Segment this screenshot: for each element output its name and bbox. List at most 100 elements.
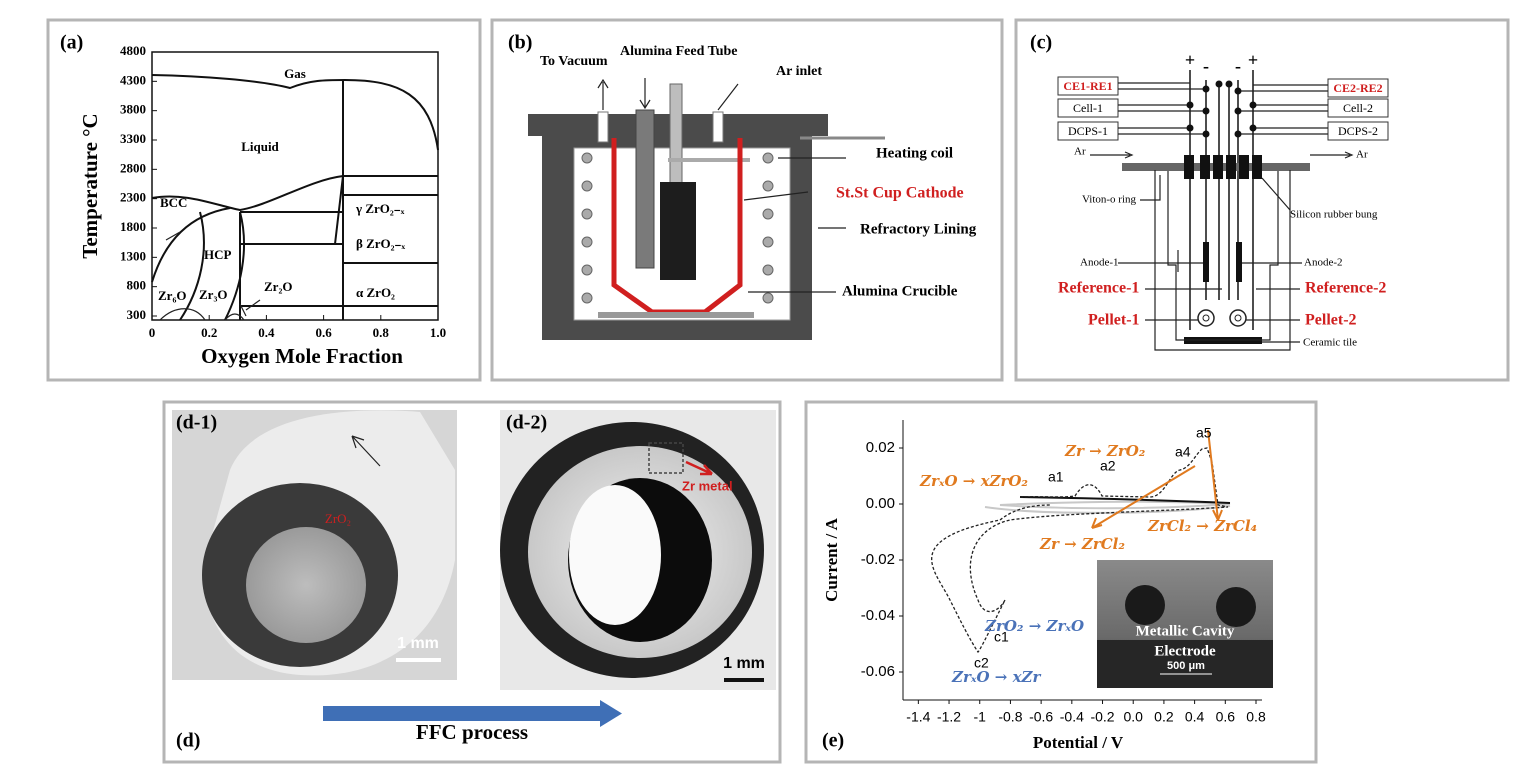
shape: [1057, 76, 1389, 141]
shape: To Vacuum Alumina Feed Tube Ar inlet Hea…: [540, 44, 977, 299]
coil: [762, 208, 774, 220]
region-label: BCC: [160, 195, 187, 210]
y-tick-label: -0.02: [861, 551, 895, 568]
inset-label: Electrode: [1154, 643, 1216, 659]
y-axis-label: Temperature °C: [78, 113, 102, 258]
region-label: Zr₂O: [264, 279, 292, 294]
callout: Pellet-1: [1088, 312, 1140, 329]
y-tick-label: -0.06: [861, 663, 895, 680]
x-tick-label: 0.6: [315, 325, 332, 340]
annotation: ZrCl₂ → ZrCl₄: [1147, 517, 1257, 535]
anode: [1236, 242, 1242, 282]
x-tick-label: -0.6: [1029, 709, 1053, 725]
wire: [1118, 82, 1328, 135]
bung: [1213, 155, 1223, 179]
polarity: +: [1185, 50, 1195, 70]
panel-d: (d-1) (d-2) (d) ZrO₂ Zr metal 1 mm 1 mm …: [162, 400, 782, 764]
arrow: [685, 460, 713, 476]
callout: Refractory Lining: [860, 221, 977, 237]
junction: [1202, 85, 1210, 93]
region-label: α ZrO₂: [356, 285, 395, 300]
cavity: [1216, 587, 1256, 627]
peak-label: a1: [1048, 469, 1064, 485]
phase-line: [151, 175, 344, 321]
vessel: [1154, 170, 1291, 351]
shape: Ar Ar Viton-o ring Silicon rubber bung A…: [1058, 146, 1386, 349]
junction: [1234, 130, 1242, 138]
coil: [762, 236, 774, 248]
cv-curve: [984, 500, 1231, 514]
y-tick-label: 300: [127, 307, 147, 322]
y-tick-label: 2800: [120, 160, 146, 175]
peak-label: c1: [994, 629, 1009, 645]
label-box: [1057, 121, 1119, 141]
y-tick-label: 0.00: [866, 495, 895, 512]
coil: [581, 180, 593, 192]
label-box: [1327, 98, 1389, 118]
pellet: [1234, 314, 1242, 322]
label-box: [1327, 121, 1389, 141]
crucible-base: [598, 312, 754, 318]
port: [597, 111, 609, 143]
cavity: [1125, 585, 1165, 625]
label-box: [1057, 98, 1119, 118]
callout: Zr metal: [682, 478, 733, 493]
callout: Viton-o ring: [1082, 194, 1137, 206]
region-label: Gas: [284, 66, 306, 81]
junction: [1249, 124, 1257, 132]
callout: Ar: [1356, 149, 1368, 161]
electrode: [660, 182, 696, 280]
y-tick-label: 4800: [120, 43, 146, 58]
arrow: [351, 435, 381, 467]
x-tick-label: 0.2: [1154, 709, 1174, 725]
label-box: [1057, 76, 1119, 96]
annotation: Zr → ZrO₂: [1064, 442, 1146, 460]
arrow: [1091, 429, 1223, 529]
junction: [1202, 107, 1210, 115]
panel-frame: [490, 18, 1004, 382]
box-text: Cell-1: [1073, 101, 1103, 115]
inset-electrode: [1097, 640, 1273, 688]
leader: [597, 78, 846, 293]
pellet: [1202, 314, 1210, 322]
box-text: CE2-RE2: [1333, 81, 1382, 95]
anode: [1203, 242, 1209, 282]
junction: [1186, 124, 1194, 132]
callout: Ar inlet: [776, 64, 822, 79]
panel-label: (e): [822, 730, 844, 752]
pellet: [1229, 309, 1247, 327]
coil: [581, 208, 593, 220]
callout: Ar: [1074, 146, 1086, 158]
panel-frame: [1014, 18, 1510, 382]
panel-frame: [162, 400, 782, 764]
x-tick-label: 1.0: [430, 325, 446, 340]
x-tick-label: -1: [974, 709, 987, 725]
panel-c: (c) + - - + CE1-RE1 Cell-1 DCPS-1 CE2-RE…: [1014, 18, 1510, 382]
panel-label: (c): [1030, 32, 1052, 54]
annotation: ZrO₂ → ZrₓO: [984, 617, 1084, 635]
y-tick-label: 3800: [120, 102, 146, 117]
y-tick-label: 800: [127, 278, 147, 293]
x-tick-label: 0.2: [201, 325, 217, 340]
process-arrowhead: [600, 700, 622, 727]
box-text: DCPS-1: [1068, 124, 1108, 138]
region-label: γ ZrO₂₋ₓ: [355, 201, 405, 216]
callout: Reference-2: [1305, 280, 1386, 297]
box-text: CE1-RE1: [1063, 79, 1112, 93]
scale-bar: [396, 658, 441, 662]
panel-b: (b) To Vacuum Alumina Feed Tube Ar inlet…: [490, 18, 1004, 382]
junction: [1234, 87, 1242, 95]
panel-a: (a) Temperature °C Oxygen Mole Fraction …: [46, 18, 482, 382]
x-tick-label: -1.2: [937, 709, 961, 725]
bung: [1226, 155, 1236, 179]
phase-line: [239, 80, 438, 320]
coil: [762, 152, 774, 164]
x-tick-label: 0.8: [1246, 709, 1266, 725]
panel-frame: [46, 18, 482, 382]
x-tick-label: -1.4: [906, 709, 930, 725]
port: [712, 111, 724, 143]
panel-label: (d): [176, 730, 200, 752]
shape: [581, 152, 774, 304]
callout: To Vacuum: [540, 54, 608, 69]
